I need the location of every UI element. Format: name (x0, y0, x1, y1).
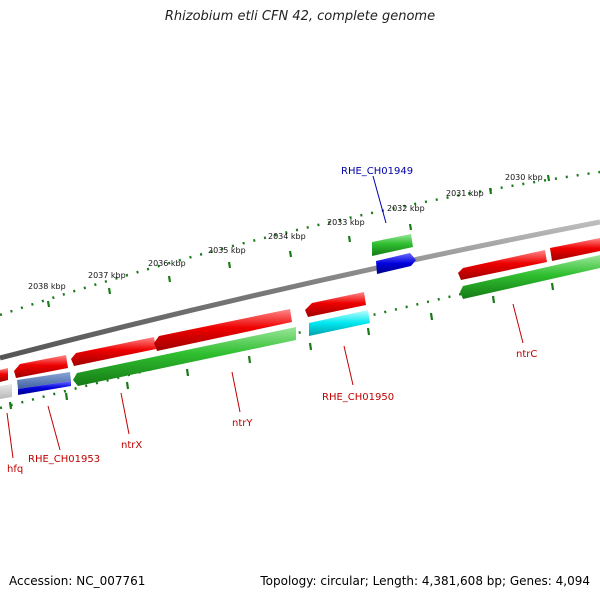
gene-label[interactable]: ntrY (232, 418, 253, 429)
gene-arrow-forward[interactable] (0, 368, 8, 382)
kbp-label: 2031 kbp (446, 189, 484, 198)
kbp-label: 2035 kbp (208, 246, 246, 255)
kbp-label: 2037 kbp (88, 271, 126, 280)
gene-label[interactable]: ntrC (516, 349, 537, 360)
kbp-label: 2032 kbp (387, 204, 425, 213)
gene-label[interactable]: RHE_CH01949 (341, 166, 413, 177)
kbp-label: 2033 kbp (327, 218, 365, 227)
gene-arrow-forward[interactable] (458, 250, 547, 280)
kbp-label: 2038 kbp (28, 282, 66, 291)
gene-arrow-reverse[interactable] (460, 255, 600, 299)
outer-tick-ring (0, 170, 600, 317)
kbp-label: 2036 kbp (148, 259, 186, 268)
gene-arrow-forward[interactable] (14, 355, 68, 378)
genome-summary-text: Topology: circular; Length: 4,381,608 bp… (260, 574, 590, 588)
gene-arrow-forward[interactable] (154, 309, 292, 351)
gene-arrow-steel[interactable] (17, 372, 71, 389)
gene-label[interactable]: RHE_CH01950 (322, 392, 394, 403)
gene-arrow-cyan[interactable] (309, 310, 370, 336)
kbp-label: 2030 kbp (505, 173, 543, 182)
genome-backbone (0, 219, 600, 361)
outer-major-ticks (46, 174, 551, 308)
gene-arrow-reverse[interactable] (73, 327, 296, 386)
gene-arrow-grey[interactable] (0, 384, 12, 399)
kbp-label: 2034 kbp (268, 232, 306, 241)
gene-arrow-forward[interactable] (305, 292, 366, 317)
accession-text: Accession: NC_007761 (9, 574, 146, 588)
gene-label[interactable]: ntrX (121, 440, 142, 451)
gene-arrow-blue[interactable] (18, 381, 71, 395)
gene-label[interactable]: RHE_CH01953 (28, 454, 100, 465)
gene-arrow-forward[interactable] (550, 238, 600, 261)
gene-arrow-blue[interactable] (376, 253, 416, 274)
gene-arrow-forward[interactable] (71, 337, 156, 366)
gene-arrow-reverse[interactable] (372, 234, 413, 256)
map-title: Rhizobium etli CFN 42, complete genome (164, 9, 436, 24)
inner-tick-ring (0, 260, 600, 410)
label-leaders (6, 175, 524, 459)
inner-major-ticks (8, 282, 555, 410)
gene-label[interactable]: hfq (7, 464, 23, 475)
